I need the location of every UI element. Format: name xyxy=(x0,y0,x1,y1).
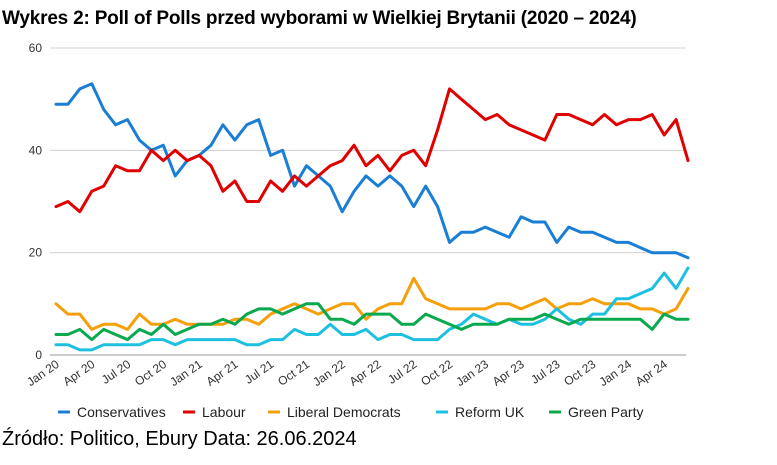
legend-item: Labour xyxy=(183,404,246,420)
x-tick-label: Oct 20 xyxy=(132,357,169,389)
series-line-conservatives xyxy=(54,82,690,260)
x-tick-label: Jan 24 xyxy=(597,357,635,389)
x-tick-label: Apr 22 xyxy=(347,357,384,389)
legend-label: Liberal Democrats xyxy=(287,404,401,420)
legend-item: Liberal Democrats xyxy=(268,404,401,420)
source-note: Źródło: Politico, Ebury Data: 26.06.2024 xyxy=(2,428,357,450)
series-line-labour xyxy=(54,87,690,214)
x-tick-label: Jul 20 xyxy=(99,357,134,387)
legend-label: Conservatives xyxy=(77,404,166,420)
series-line-green-party xyxy=(54,302,690,342)
x-tick-label: Apr 24 xyxy=(633,357,670,389)
chart-title: Wykres 2: Poll of Polls przed wyborami w… xyxy=(2,8,637,29)
legend-item: Green Party xyxy=(549,404,643,420)
legend-label: Labour xyxy=(202,404,246,420)
x-tick-label: Apr 20 xyxy=(60,357,97,389)
x-tick-label: Oct 22 xyxy=(418,357,455,389)
x-tick-label: Apr 23 xyxy=(490,357,527,389)
x-tick-label: Jan 21 xyxy=(167,357,205,389)
x-tick-label: Oct 21 xyxy=(275,357,312,389)
legend-item: Conservatives xyxy=(58,404,166,420)
series-lines xyxy=(54,82,690,352)
y-tick-label: 60 xyxy=(29,41,43,55)
x-tick-label: Jan 20 xyxy=(24,357,62,389)
x-tick-label: Jul 21 xyxy=(242,357,277,387)
x-tick-label: Jan 23 xyxy=(453,357,491,389)
y-tick-label: 0 xyxy=(35,348,42,362)
legend-label: Green Party xyxy=(568,404,643,420)
series-line-liberal-democrats xyxy=(54,276,690,331)
legend: Conservatives Labour Liberal Democrats Refo… xyxy=(58,404,643,420)
legend-item: Reform UK xyxy=(436,404,525,420)
legend-label: Reform UK xyxy=(455,404,525,420)
x-tick-label: Jan 22 xyxy=(310,357,348,389)
y-tick-label: 40 xyxy=(29,143,43,157)
x-tick-label: Apr 21 xyxy=(204,357,241,389)
x-tick-label: Oct 23 xyxy=(561,357,598,389)
gridlines xyxy=(50,47,686,356)
series-line-reform-uk xyxy=(54,266,690,352)
x-tick-label: Jul 23 xyxy=(528,357,563,387)
x-tick-label: Jul 22 xyxy=(385,357,420,387)
y-axis-ticks: 0 20 40 60 xyxy=(29,41,43,362)
y-tick-label: 20 xyxy=(29,246,43,260)
